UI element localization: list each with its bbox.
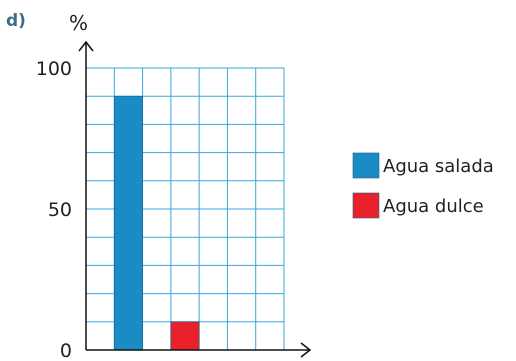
- legend-label-agua-dulce: Agua dulce: [383, 196, 484, 217]
- legend-label-agua-salada: Agua salada: [383, 156, 494, 177]
- y-tick-label-50: 50: [48, 199, 72, 221]
- x-axis-arrow: [300, 342, 312, 358]
- bar-agua-dulce: [170, 321, 200, 351]
- legend-swatch-agua-dulce: [352, 192, 380, 219]
- y-tick-label-0: 0: [60, 340, 72, 361]
- legend-swatch-agua-salada: [352, 152, 380, 179]
- y-tick-label-100: 100: [36, 58, 72, 80]
- bars: [113, 95, 200, 351]
- bar-agua-salada: [113, 95, 143, 351]
- legend: Agua salada Agua dulce: [352, 152, 494, 219]
- y-tick-labels: 0 50 100: [36, 58, 72, 361]
- y-axis-label: %: [69, 11, 88, 35]
- part-label: d): [6, 11, 26, 31]
- y-axis-arrow: [78, 40, 94, 52]
- axes: [78, 40, 312, 358]
